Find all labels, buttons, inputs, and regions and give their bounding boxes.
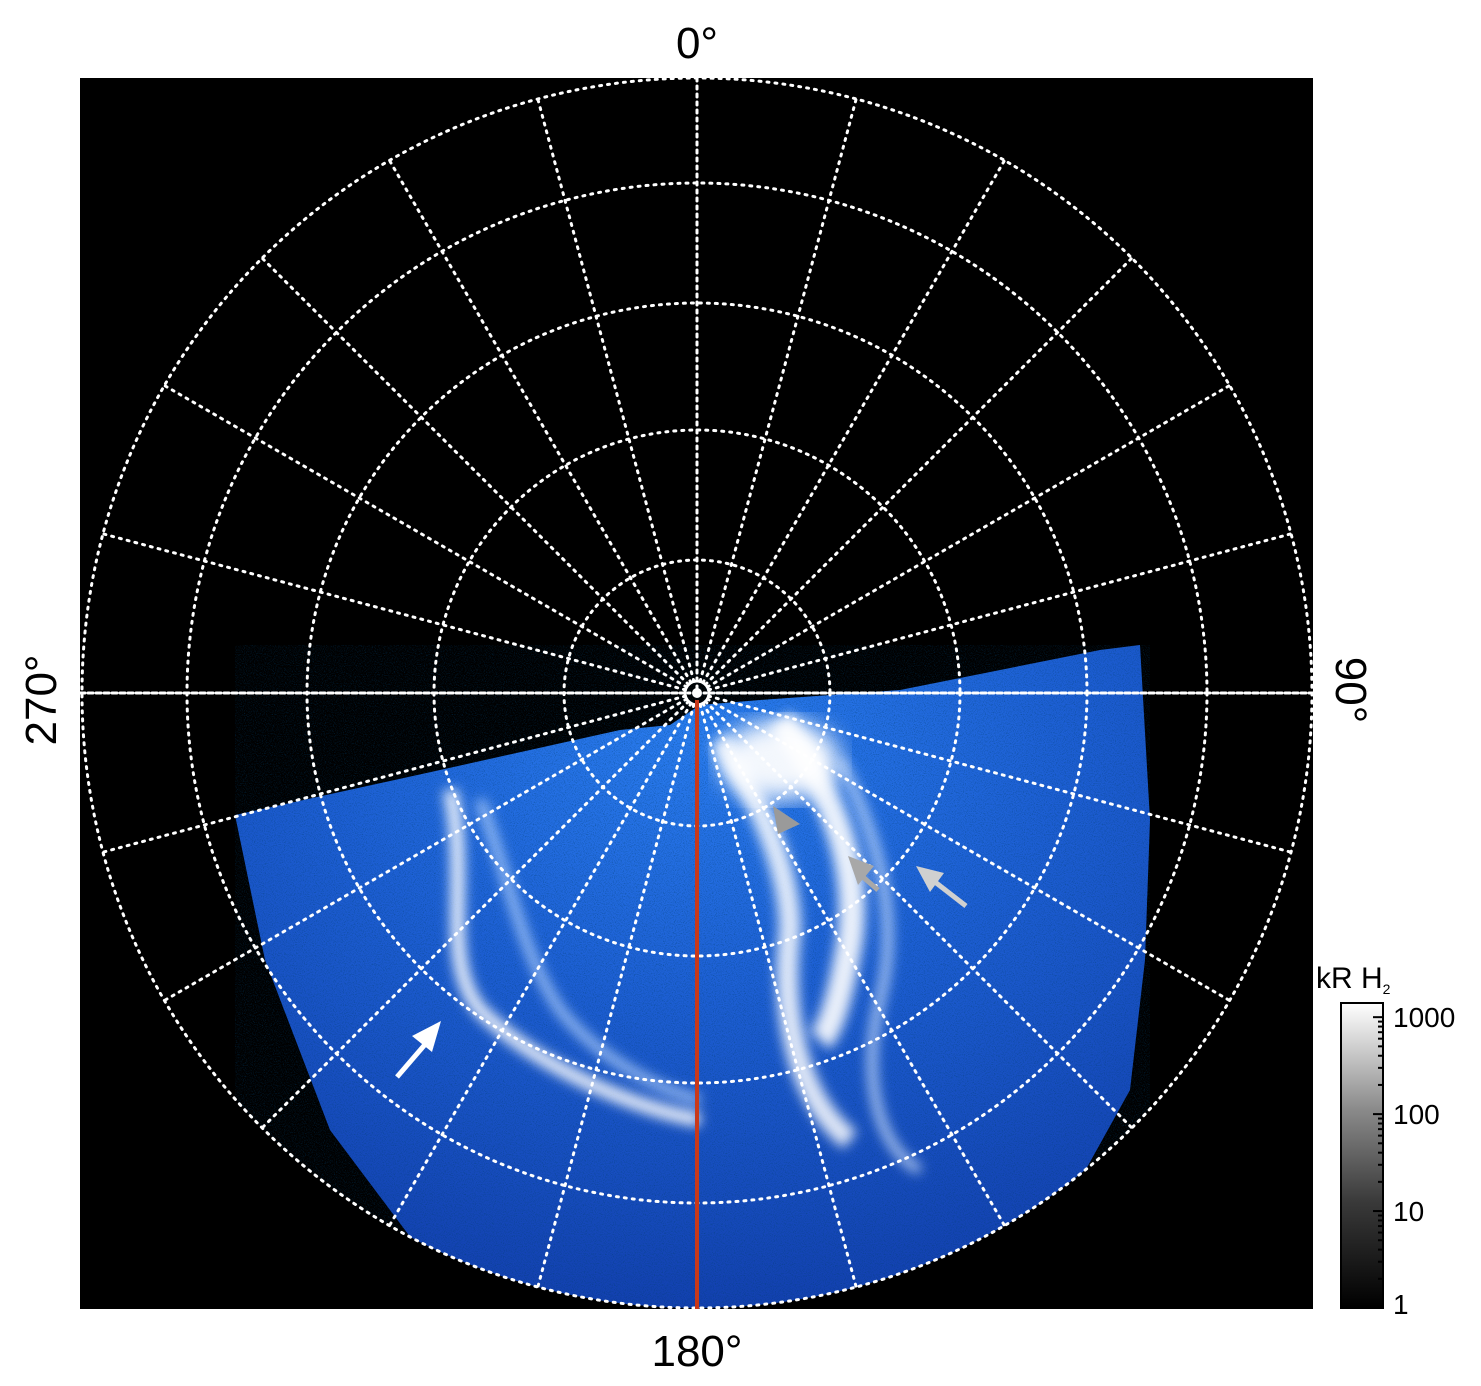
arrow-grey-2 bbox=[848, 856, 880, 892]
colorbar-tick-label: 10 bbox=[1393, 1196, 1424, 1227]
colorbar-minor-ticks bbox=[1378, 1020, 1383, 1280]
colorbar-tick-label: 100 bbox=[1393, 1099, 1440, 1130]
grid-meridian bbox=[260, 256, 691, 687]
grid-meridian bbox=[703, 256, 1134, 687]
grid-meridian bbox=[388, 701, 693, 1228]
grid-meridian bbox=[101, 532, 687, 692]
arrow-light-grey bbox=[916, 866, 968, 908]
label-270-deg: 270° bbox=[17, 654, 66, 745]
label-180-deg: 180° bbox=[651, 1327, 742, 1376]
aurora-bright-core bbox=[720, 720, 840, 800]
grid-meridian bbox=[260, 699, 691, 1130]
grid-meridian bbox=[162, 697, 689, 1002]
grid-meridian bbox=[705, 384, 1232, 689]
colorbar-tick-label: 1000 bbox=[1393, 1002, 1455, 1033]
grid-meridian bbox=[701, 158, 1006, 685]
arrow-white-left bbox=[395, 1021, 441, 1079]
grid-meridian bbox=[707, 532, 1293, 692]
grid-meridian bbox=[703, 699, 1134, 1130]
grid-meridian bbox=[162, 384, 689, 689]
grid-meridian bbox=[707, 694, 1293, 854]
colorbar-tick-label: 1 bbox=[1393, 1289, 1409, 1320]
grid-meridian bbox=[698, 703, 858, 1289]
grid-meridian bbox=[388, 158, 693, 685]
grid-meridian bbox=[101, 694, 687, 854]
arrow-grey-1 bbox=[773, 806, 800, 834]
grid-meridian bbox=[705, 697, 1232, 1002]
label-0-deg: 0° bbox=[676, 19, 718, 68]
colorbar-title: kR H2 bbox=[1316, 962, 1391, 997]
colorbar: kR H2 1000 100 10 1 bbox=[1316, 962, 1455, 1320]
colorbar-scale bbox=[1340, 1002, 1384, 1309]
aurora-emission bbox=[235, 645, 1150, 1308]
aurora-noise bbox=[235, 645, 1150, 1308]
grid-meridian bbox=[701, 701, 1006, 1228]
grid-meridian bbox=[536, 97, 696, 683]
label-90-deg: 90° bbox=[1326, 657, 1375, 724]
grid-meridian bbox=[698, 97, 858, 683]
grid-meridian bbox=[536, 703, 696, 1289]
